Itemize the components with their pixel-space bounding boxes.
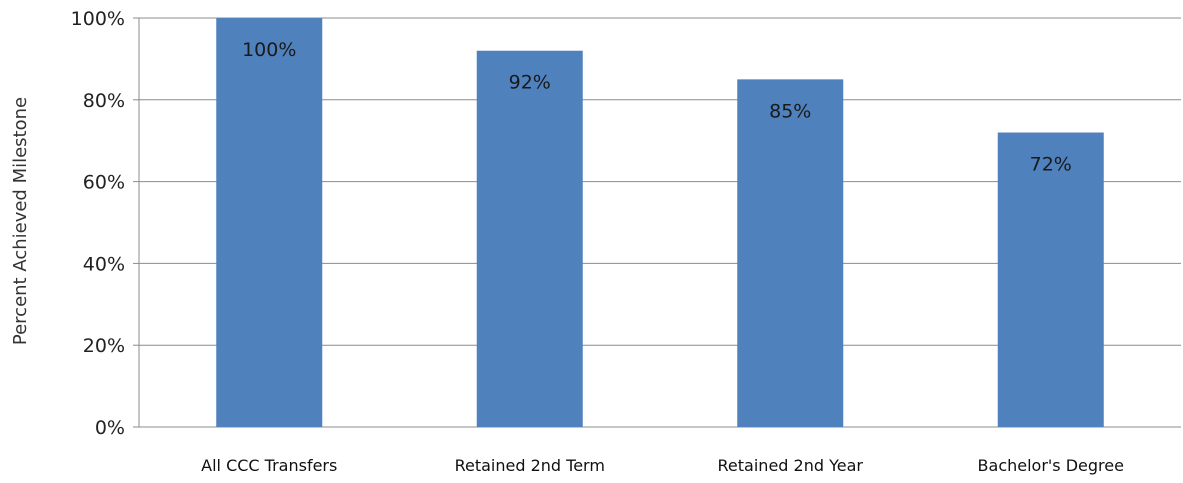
bar bbox=[216, 18, 323, 427]
x-category-label: All CCC Transfers bbox=[201, 456, 337, 475]
y-axis-title: Percent Achieved Milestone bbox=[10, 97, 31, 345]
bar bbox=[737, 79, 844, 427]
data-labels: 100% 92% 85% 72% bbox=[242, 39, 1072, 176]
bar-data-label: 100% bbox=[242, 39, 296, 61]
x-category-label: Bachelor's Degree bbox=[978, 456, 1124, 475]
y-tick-label: 40% bbox=[83, 253, 125, 275]
bar-data-label: 85% bbox=[769, 100, 811, 122]
x-category-label: Retained 2nd Term bbox=[455, 456, 605, 475]
x-category-label: Retained 2nd Year bbox=[718, 456, 864, 475]
x-category-labels: All CCC Transfers Retained 2nd Term Retain… bbox=[201, 456, 1124, 475]
bars bbox=[216, 18, 1104, 427]
bar bbox=[476, 50, 583, 427]
bar-data-label: 92% bbox=[509, 72, 551, 94]
y-tick-label: 20% bbox=[83, 335, 125, 357]
y-tick-label: 0% bbox=[95, 417, 125, 439]
y-tick-label: 80% bbox=[83, 90, 125, 112]
y-tick-label: 60% bbox=[83, 172, 125, 194]
bar bbox=[997, 132, 1104, 427]
bar-data-label: 72% bbox=[1030, 154, 1072, 176]
y-tick-label: 100% bbox=[71, 8, 125, 30]
y-tick-labels: 0% 20% 40% 60% 80% 100% bbox=[71, 8, 125, 439]
